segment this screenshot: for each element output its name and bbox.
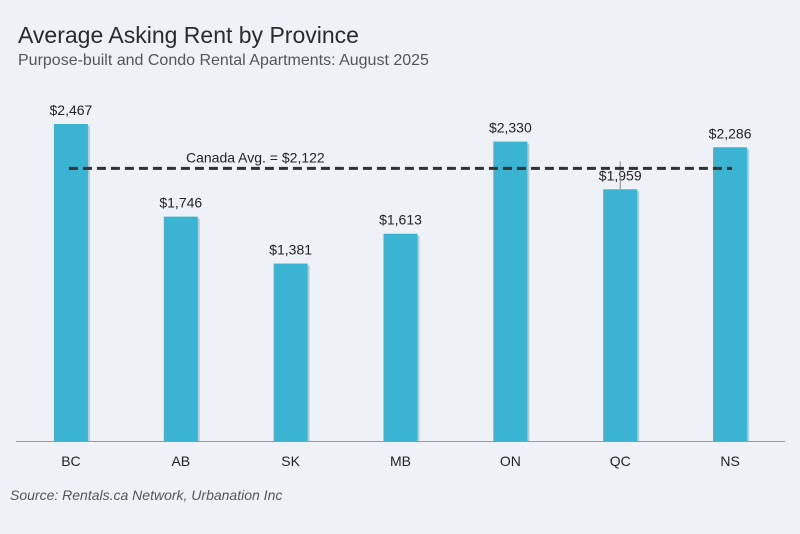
data-label-sk: $1,381 [269,242,312,258]
x-tick-label-ab: AB [171,453,190,469]
data-label-on: $2,330 [489,120,532,136]
chart-subtitle: Purpose-built and Condo Rental Apartment… [18,52,429,69]
data-label-mb: $1,613 [379,212,422,228]
bar-qc [603,189,638,441]
bar-ab [163,216,198,441]
x-tick-label-on: ON [500,453,521,469]
bar-bc [53,124,88,441]
bar-ns [713,147,748,441]
reference-line-label: Canada Avg. = $2,122 [186,149,325,165]
x-tick-label-sk: SK [281,453,300,469]
source-note: Source: Rentals.ca Network, Urbanation I… [10,487,283,503]
chart-title: Average Asking Rent by Province [18,22,359,48]
x-tick-label-qc: QC [610,453,631,469]
data-label-bc: $2,467 [50,102,93,118]
bar-sk [273,263,308,441]
x-tick-label-ns: NS [720,453,739,469]
x-tick-label-bc: BC [61,453,80,469]
bar-on [493,141,528,441]
data-label-ab: $1,746 [159,195,202,211]
bar-mb [383,233,418,441]
x-tick-label-mb: MB [390,453,411,469]
data-label-ns: $2,286 [709,125,752,141]
